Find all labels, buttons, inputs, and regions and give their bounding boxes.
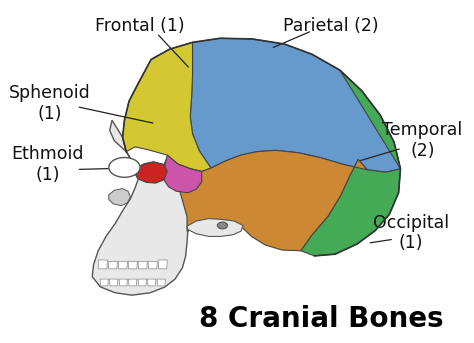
- Polygon shape: [138, 279, 146, 286]
- Text: Occipital
(1): Occipital (1): [373, 214, 449, 252]
- Polygon shape: [100, 279, 109, 286]
- Polygon shape: [128, 279, 137, 286]
- Polygon shape: [158, 260, 167, 269]
- Ellipse shape: [218, 222, 228, 229]
- Text: 8 Cranial Bones: 8 Cranial Bones: [199, 305, 444, 333]
- Text: Frontal (1): Frontal (1): [95, 17, 184, 35]
- Text: Temporal
(2): Temporal (2): [383, 121, 463, 160]
- Polygon shape: [92, 120, 188, 295]
- Text: Sphenoid
(1): Sphenoid (1): [9, 84, 91, 122]
- Text: Ethmoid
(1): Ethmoid (1): [11, 145, 84, 184]
- Polygon shape: [108, 261, 118, 269]
- Polygon shape: [147, 279, 156, 286]
- Polygon shape: [187, 218, 243, 236]
- Polygon shape: [118, 261, 128, 269]
- Text: Parietal (2): Parietal (2): [283, 17, 378, 35]
- Polygon shape: [190, 38, 401, 172]
- Polygon shape: [109, 189, 130, 206]
- Polygon shape: [98, 260, 108, 269]
- Ellipse shape: [109, 157, 140, 177]
- Polygon shape: [148, 261, 157, 269]
- Polygon shape: [109, 279, 118, 286]
- Polygon shape: [157, 279, 165, 286]
- Polygon shape: [128, 261, 137, 269]
- Polygon shape: [138, 261, 147, 269]
- Polygon shape: [135, 162, 167, 183]
- Polygon shape: [164, 155, 202, 193]
- Polygon shape: [119, 279, 128, 286]
- Polygon shape: [301, 70, 401, 256]
- Polygon shape: [170, 150, 367, 251]
- Polygon shape: [123, 43, 211, 172]
